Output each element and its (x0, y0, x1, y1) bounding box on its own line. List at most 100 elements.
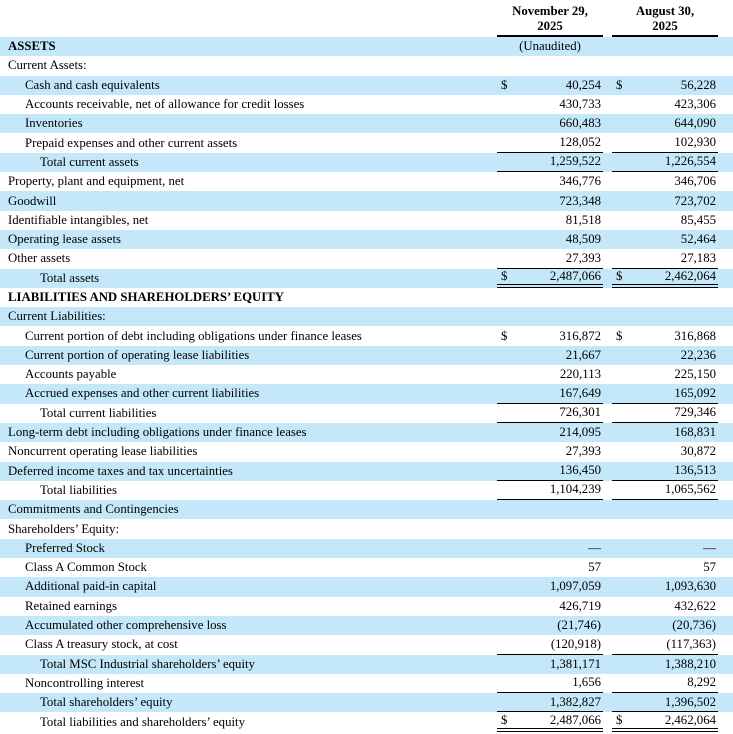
table-row: Accrued expenses and other current liabi… (0, 384, 733, 404)
amount-group-col2: 644,090 (612, 114, 718, 133)
amount-value: 56,228 (680, 77, 716, 92)
right-margin (718, 423, 733, 442)
amount-value: 660,483 (559, 116, 601, 131)
right-margin (718, 114, 733, 133)
amount-value: 723,348 (559, 193, 601, 208)
amount-group-col2: $316,868 (612, 326, 718, 345)
dollar-sign: $ (501, 77, 508, 92)
row-label: Total current assets (40, 154, 139, 169)
amount-group-col1: 1,104,239 (497, 481, 603, 501)
right-margin (718, 481, 733, 500)
column-gap (603, 172, 612, 191)
amount-group-col1: 81,518 (497, 211, 603, 230)
row-label: Noncontrolling interest (25, 675, 145, 690)
table-row: Total current assets 1,259,522 1,226,554 (0, 152, 733, 173)
right-margin (718, 326, 733, 345)
column-gap (603, 616, 612, 635)
column-gap (603, 481, 612, 500)
amount-value: (120,918) (550, 636, 601, 651)
row-label: Current portion of debt including obliga… (25, 328, 362, 343)
column-gap (603, 230, 612, 249)
amount-group-col2: (117,363) (612, 635, 718, 655)
amount-value: 644,090 (674, 116, 716, 131)
table-row: Additional paid-in capital 1,097,059 1,093… (0, 577, 733, 597)
amount-value: 1,396,502 (664, 694, 716, 709)
dollar-sign: $ (501, 268, 508, 283)
row-label: Inventories (25, 116, 83, 131)
table-row: LIABILITIES AND SHAREHOLDERS’ EQUITY (0, 288, 733, 307)
amount-group-col2: 168,831 (612, 423, 718, 442)
right-margin (718, 249, 733, 268)
right-margin (718, 577, 733, 596)
row-label: Current Liabilities: (8, 309, 106, 324)
row-label: Accumulated other comprehensive loss (25, 618, 227, 633)
amount-group-col2 (612, 288, 718, 307)
row-label: Preferred Stock (25, 540, 105, 555)
amount-group-col2: 136,513 (612, 462, 718, 481)
amount-group-col2: 52,464 (612, 230, 718, 249)
dollar-sign: $ (616, 712, 623, 727)
row-label: Long-term debt including obligations und… (8, 425, 307, 440)
amount-group-col1: (Unaudited) (497, 37, 603, 56)
right-margin (718, 153, 733, 172)
amount-value: 27,393 (565, 250, 601, 265)
column-header-line2: 2025 (652, 18, 678, 33)
column-gap (603, 153, 612, 172)
column-gap (603, 365, 612, 384)
column-gap (603, 37, 612, 56)
amount-value: 52,464 (680, 232, 716, 247)
dollar-sign: $ (501, 328, 508, 343)
table-row: Preferred Stock — — (0, 538, 733, 559)
row-label: Operating lease assets (8, 232, 121, 247)
table-row: Long-term debt including obligations und… (0, 422, 733, 443)
column-gap (603, 423, 612, 442)
table-row: Noncurrent operating lease liabilities 27… (0, 442, 733, 461)
amount-value: 723,702 (674, 193, 716, 208)
column-gap (603, 500, 612, 519)
amount-group-col2: 1,093,630 (612, 577, 718, 596)
amount-group-col2 (612, 37, 718, 56)
amount-value: 2,487,066 (549, 268, 601, 283)
column-header-line1: November 29, (512, 3, 588, 18)
amount-value: — (703, 540, 716, 555)
amount-group-col1: $40,254 (497, 76, 603, 95)
row-label: Goodwill (8, 193, 57, 208)
amount-value: 316,872 (559, 328, 601, 343)
right-margin (718, 558, 733, 577)
column-gap (603, 693, 612, 712)
table-row: Deferred income taxes and tax uncertaint… (0, 461, 733, 481)
amount-value: 1,656 (572, 675, 601, 690)
amount-group-col2: 1,226,554 (612, 153, 718, 173)
amount-group-col1: 214,095 (497, 423, 603, 442)
amount-group-col2: $2,462,064 (612, 269, 718, 288)
amount-group-col1: — (497, 539, 603, 558)
column-header-line2: 2025 (537, 18, 563, 33)
table-row: Identifiable intangibles, net 81,518 85,45… (0, 211, 733, 230)
row-label: Prepaid expenses and other current asset… (25, 135, 238, 150)
amount-value: 2,462,064 (664, 712, 716, 727)
table-row: Current portion of operating lease liabi… (0, 345, 733, 366)
row-label: Deferred income taxes and tax uncertaint… (8, 463, 233, 478)
unaudited-note: (Unaudited) (519, 39, 581, 54)
amount-group-col2 (612, 519, 718, 538)
table-row: Property, plant and equipment, net 346,77… (0, 172, 733, 191)
right-margin (718, 133, 733, 152)
right-margin (718, 191, 733, 210)
amount-group-col2: 30,872 (612, 442, 718, 461)
amount-value: 57 (703, 560, 716, 575)
amount-group-col2: 8,292 (612, 674, 718, 694)
table-row: Other assets 27,393 27,183 (0, 249, 733, 269)
amount-group-col1: 48,509 (497, 230, 603, 249)
amount-group-col2 (612, 56, 718, 75)
row-label: Total liabilities and shareholders’ equi… (40, 714, 245, 729)
amount-group-col1: 1,381,171 (497, 655, 603, 674)
amount-value: 729,346 (674, 405, 716, 420)
table-row: Prepaid expenses and other current asset… (0, 133, 733, 153)
table-row: Class A Common Stock 57 57 (0, 558, 733, 577)
amount-value: 8,292 (687, 675, 716, 690)
amount-group-col1: 128,052 (497, 133, 603, 153)
amount-value: 168,831 (674, 425, 716, 440)
column-gap (603, 539, 612, 558)
row-label: Other assets (8, 251, 71, 266)
